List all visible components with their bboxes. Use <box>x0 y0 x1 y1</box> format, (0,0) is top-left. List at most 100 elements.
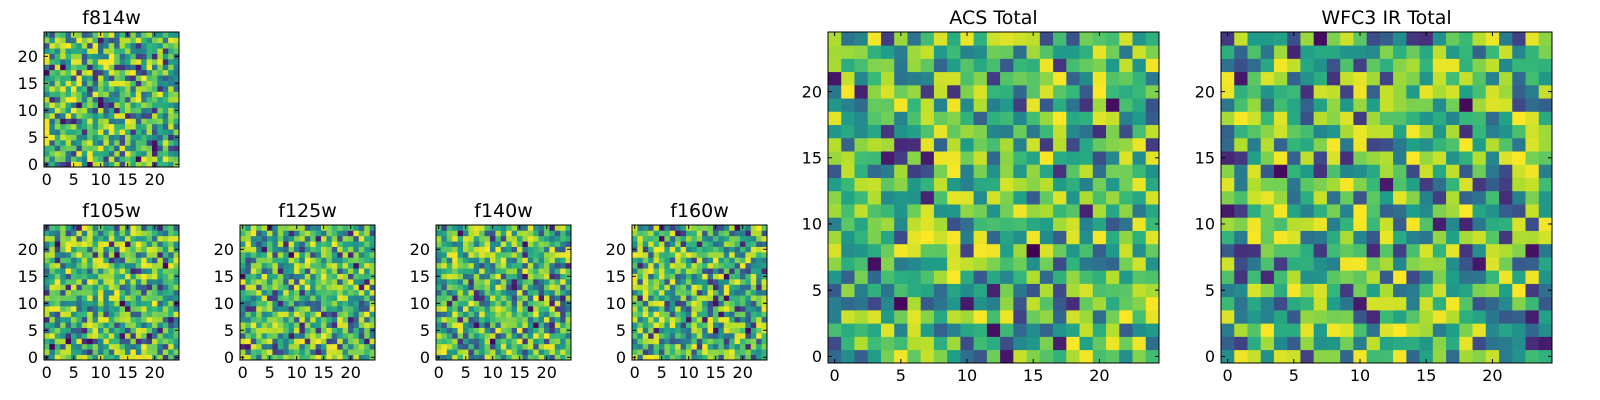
heatmap-cell <box>750 349 757 355</box>
heatmap-cell <box>527 338 534 345</box>
heatmap-cell <box>1499 84 1513 99</box>
heatmap-cell <box>637 257 644 264</box>
heatmap-cell <box>1432 124 1447 139</box>
heatmap-cell <box>653 349 660 355</box>
heatmap-cell <box>168 161 174 168</box>
heatmap-cell <box>162 102 169 108</box>
heatmap-cell <box>1340 58 1354 73</box>
heatmap-cell <box>1066 217 1080 231</box>
heatmap-cell <box>331 273 338 280</box>
heatmap-cell <box>1432 243 1447 258</box>
heatmap-cell <box>707 262 714 269</box>
heatmap-cell <box>1145 84 1160 99</box>
heatmap-cell <box>321 343 327 350</box>
heatmap-cell <box>680 289 687 296</box>
heatmap-cell <box>108 91 115 98</box>
heatmap-cell <box>1459 230 1473 245</box>
heatmap-cell <box>87 150 93 157</box>
heatmap-cell <box>288 246 295 253</box>
heatmap-cell <box>157 316 164 323</box>
heatmap-cell <box>261 338 268 345</box>
heatmap-cell <box>65 150 72 157</box>
heatmap-cell <box>1459 177 1473 192</box>
heatmap-cell <box>441 327 448 334</box>
heatmap-cell <box>162 156 169 162</box>
heatmap-cell <box>973 310 988 324</box>
heatmap-cell <box>511 257 518 264</box>
heatmap-cell <box>1039 190 1054 205</box>
heatmap-cell <box>1039 243 1054 258</box>
heatmap-cell <box>256 311 262 318</box>
heatmap-cell <box>87 161 93 168</box>
heatmap-cell <box>1234 137 1248 152</box>
heatmap-cell <box>1499 230 1513 245</box>
heatmap-cell <box>637 235 644 242</box>
heatmap-cell <box>1079 270 1094 284</box>
heatmap-cell <box>114 91 120 98</box>
heatmap-cell <box>686 257 692 264</box>
heatmap-cell <box>245 279 252 285</box>
heatmap-cell <box>49 107 56 114</box>
heatmap-cell <box>162 129 169 135</box>
heatmap-cell <box>495 284 502 291</box>
heatmap-cell <box>358 235 365 242</box>
heatmap-cell <box>1406 310 1420 324</box>
heatmap-cell <box>173 96 180 103</box>
heatmap-cell <box>1287 32 1301 46</box>
heatmap-cell <box>304 333 311 339</box>
heatmap-cell <box>756 311 762 318</box>
heatmap-cell <box>702 241 708 247</box>
heatmap-cell <box>1499 177 1513 192</box>
heatmap-cell <box>565 284 572 291</box>
heatmap-cell <box>1092 230 1107 245</box>
heatmap-cell <box>920 190 935 205</box>
heatmap-cell <box>348 273 354 280</box>
heatmap-cell <box>1313 151 1328 165</box>
x-tick-label: 20 <box>733 363 753 382</box>
heatmap-cell <box>1340 217 1354 231</box>
heatmap-cell <box>484 273 491 280</box>
heatmap-cell <box>1287 124 1301 139</box>
heatmap-cell <box>1419 204 1434 218</box>
heatmap-cell <box>986 137 1001 152</box>
heatmap-cell <box>1525 270 1540 284</box>
heatmap-cell <box>152 230 158 237</box>
heatmap-cell <box>920 310 935 324</box>
heatmap-cell <box>119 96 126 103</box>
heatmap-cell <box>130 118 137 125</box>
heatmap-cell <box>157 268 164 274</box>
heatmap-cell <box>675 257 681 264</box>
heatmap-cell <box>723 311 730 318</box>
heatmap-cell <box>98 37 104 44</box>
heatmap-cell <box>1406 71 1420 86</box>
heatmap-cell <box>152 246 158 253</box>
heatmap-cell <box>659 333 665 339</box>
heatmap-cell <box>707 225 714 231</box>
heatmap-cell <box>490 289 496 296</box>
heatmap-cell <box>549 246 556 253</box>
heatmap-cell <box>119 252 126 258</box>
heatmap-cell <box>1340 323 1354 337</box>
heatmap-cell <box>680 354 687 361</box>
heatmap-cell <box>1260 257 1275 271</box>
heatmap-cell <box>1432 270 1447 284</box>
x-tick-label: 15 <box>510 363 530 382</box>
heatmap-cell <box>1300 296 1315 311</box>
heatmap-cell <box>81 145 88 152</box>
heatmap-cell <box>92 107 99 114</box>
heatmap-cell <box>756 289 762 296</box>
heatmap-cell <box>261 273 268 280</box>
heatmap-cell <box>348 257 354 264</box>
heatmap-cell <box>734 241 741 247</box>
heatmap-cell <box>452 225 458 231</box>
heatmap-cell <box>1525 164 1540 178</box>
heatmap-cell <box>49 96 56 103</box>
heatmap-cell <box>342 246 349 253</box>
heatmap-cell <box>1300 124 1315 139</box>
heatmap-cell <box>168 140 174 146</box>
heatmap-cell <box>1472 230 1487 245</box>
heatmap-cell <box>527 252 534 258</box>
heatmap-cell <box>135 235 142 242</box>
heatmap-cell <box>261 300 268 307</box>
heatmap-cell <box>691 257 698 264</box>
